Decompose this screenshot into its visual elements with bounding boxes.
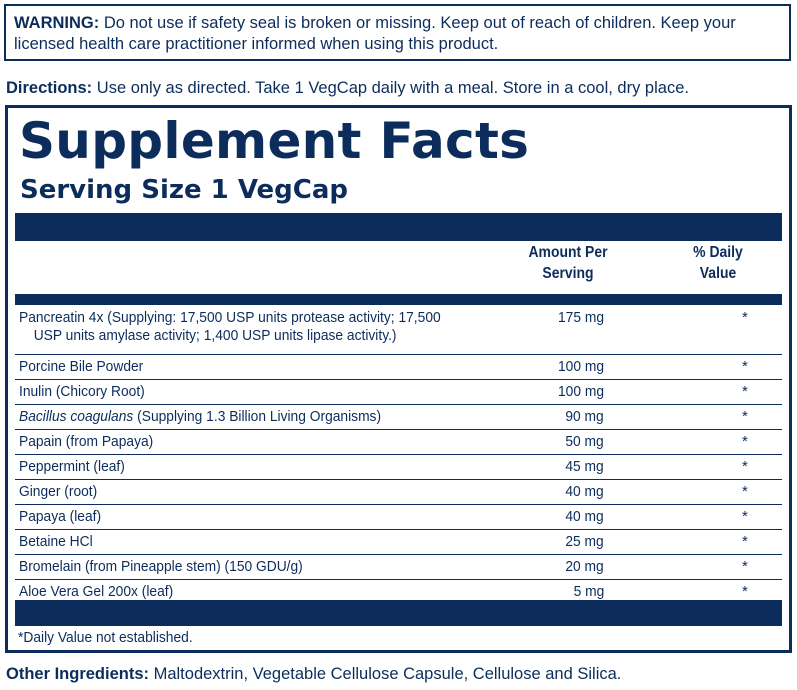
ingredient-daily-value: *: [742, 583, 748, 600]
ingredient-daily-value: *: [742, 358, 748, 375]
facts-title: Supplement Facts: [19, 112, 530, 170]
supplement-facts-panel: Supplement Facts Serving Size 1 VegCap A…: [5, 105, 792, 653]
ingredient-name: Pancreatin 4x (Supplying: 17,500 USP uni…: [19, 309, 461, 345]
ingredient-name: Peppermint (leaf): [19, 458, 125, 475]
ingredient-name-rest: (Supplying 1.3 Billion Living Organisms): [133, 408, 382, 425]
column-header-dv-line1: % Daily: [693, 244, 743, 261]
ingredient-amount: 100 mg: [557, 383, 604, 400]
directions-text: Use only as directed. Take 1 VegCap dail…: [92, 79, 689, 97]
divider-bar-middle: [15, 294, 782, 305]
divider-bar-top: [15, 213, 782, 241]
ingredient-name-line1: Pancreatin 4x (Supplying: 17,500 USP uni…: [19, 309, 441, 326]
table-row: Betaine HCl 25 mg *: [15, 530, 782, 555]
ingredient-daily-value: *: [742, 483, 748, 500]
ingredient-daily-value: *: [742, 433, 748, 450]
column-header-daily-value: % Daily Value: [664, 242, 772, 284]
ingredient-name: Bacillus coagulans (Supplying 1.3 Billio…: [19, 408, 461, 426]
ingredient-amount: 45 mg: [565, 458, 604, 475]
ingredient-daily-value: *: [742, 458, 748, 475]
ingredient-table: Pancreatin 4x (Supplying: 17,500 USP uni…: [15, 306, 782, 604]
ingredient-name-italic: Bacillus coagulans: [19, 408, 134, 425]
column-header-dv-line2: Value: [699, 265, 737, 282]
ingredient-amount: 100 mg: [557, 358, 604, 375]
ingredient-amount: 175 mg: [557, 309, 604, 326]
table-row: Pancreatin 4x (Supplying: 17,500 USP uni…: [15, 306, 782, 355]
ingredient-amount: 50 mg: [565, 433, 604, 450]
ingredient-name: Papain (from Papaya): [19, 433, 154, 450]
ingredient-amount: 40 mg: [565, 508, 604, 525]
ingredient-daily-value: *: [742, 508, 748, 525]
table-row: Peppermint (leaf) 45 mg *: [15, 455, 782, 480]
divider-bar-bottom: [15, 600, 782, 626]
table-row: Papaya (leaf) 40 mg *: [15, 505, 782, 530]
table-row: Porcine Bile Powder 100 mg *: [15, 355, 782, 380]
table-row: Bacillus coagulans (Supplying 1.3 Billio…: [15, 405, 782, 430]
ingredient-name: Papaya (leaf): [19, 508, 102, 525]
directions: Directions: Use only as directed. Take 1…: [6, 78, 796, 99]
column-header-amount: Amount Per Serving: [514, 242, 622, 284]
ingredient-name: Aloe Vera Gel 200x (leaf): [19, 583, 174, 600]
ingredient-name: Bromelain (from Pineapple stem) (150 GDU…: [19, 558, 303, 575]
table-row: Aloe Vera Gel 200x (leaf) 5 mg *: [15, 580, 782, 604]
ingredient-amount: 40 mg: [565, 483, 604, 500]
ingredient-amount: 25 mg: [565, 533, 604, 550]
ingredient-daily-value: *: [742, 408, 748, 425]
warning-box: WARNING: Do not use if safety seal is br…: [4, 4, 791, 61]
ingredient-daily-value: *: [742, 558, 748, 575]
other-ingredients-text: Maltodextrin, Vegetable Cellulose Capsul…: [149, 665, 622, 683]
other-ingredients: Other Ingredients: Maltodextrin, Vegetab…: [6, 664, 796, 685]
ingredient-name: Ginger (root): [19, 483, 98, 500]
ingredient-daily-value: *: [742, 383, 748, 400]
ingredient-amount: 90 mg: [565, 408, 604, 425]
ingredient-name: Porcine Bile Powder: [19, 358, 144, 375]
other-ingredients-label: Other Ingredients:: [6, 665, 150, 683]
table-row: Papain (from Papaya) 50 mg *: [15, 430, 782, 455]
ingredient-amount: 5 mg: [573, 583, 604, 600]
column-header-amount-line2: Serving: [542, 265, 594, 282]
ingredient-daily-value: *: [742, 309, 748, 326]
column-header-amount-line1: Amount Per: [528, 244, 608, 261]
table-row: Ginger (root) 40 mg *: [15, 480, 782, 505]
ingredient-name: Inulin (Chicory Root): [19, 383, 145, 400]
ingredient-name: Betaine HCl: [19, 533, 93, 550]
table-row: Bromelain (from Pineapple stem) (150 GDU…: [15, 555, 782, 580]
serving-size: Serving Size 1 VegCap: [20, 175, 348, 205]
daily-value-footnote: *Daily Value not established.: [18, 629, 193, 646]
directions-label: Directions:: [6, 79, 93, 97]
warning-text: Do not use if safety seal is broken or m…: [14, 14, 736, 53]
ingredient-amount: 20 mg: [565, 558, 604, 575]
table-row: Inulin (Chicory Root) 100 mg *: [15, 380, 782, 405]
ingredient-name-line2: USP units amylase activity; 1,400 USP un…: [33, 327, 397, 344]
ingredient-daily-value: *: [742, 533, 748, 550]
warning-label: WARNING:: [14, 14, 100, 32]
